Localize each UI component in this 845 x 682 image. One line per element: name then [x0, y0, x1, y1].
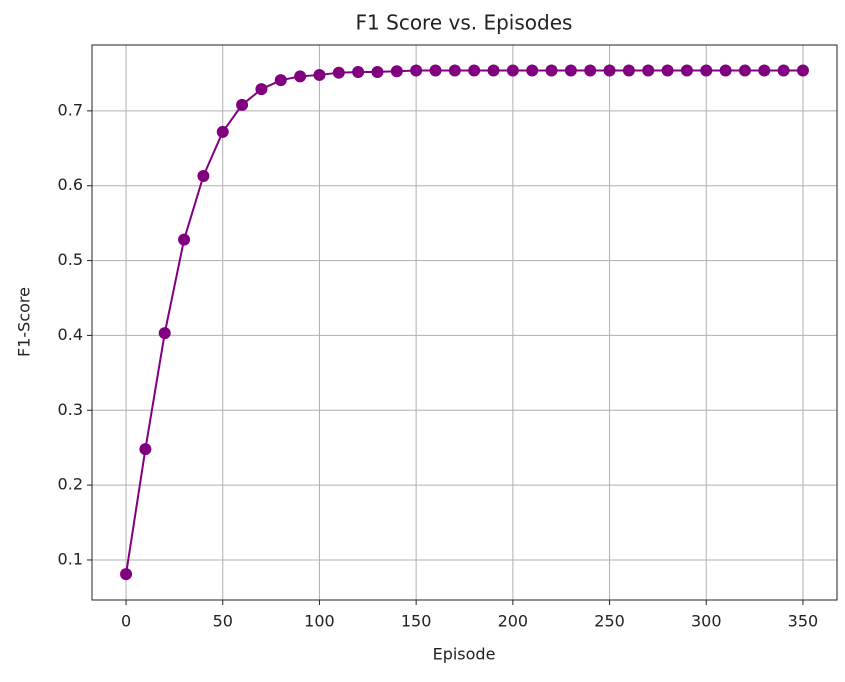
marker: [120, 568, 133, 581]
marker: [448, 64, 461, 77]
marker: [506, 64, 519, 77]
x-tick-label: 50: [213, 612, 233, 631]
marker: [236, 98, 249, 111]
marker: [410, 64, 423, 77]
marker: [584, 64, 597, 77]
marker: [274, 74, 287, 87]
line: [125, 69, 803, 575]
x-axis-label: Episode: [433, 645, 496, 664]
marker: [332, 66, 345, 79]
y-axis-label: F1-Score: [15, 287, 34, 357]
marker: [719, 64, 732, 77]
marker: [313, 68, 326, 81]
marker: [661, 64, 674, 77]
y-tick-label: 0.2: [58, 475, 83, 494]
marker: [622, 64, 635, 77]
marker: [352, 65, 365, 78]
marker: [738, 64, 751, 77]
marker: [294, 70, 307, 83]
x-tick-label: 150: [401, 612, 432, 631]
x-tick-label: 350: [788, 612, 819, 631]
marker: [680, 64, 693, 77]
marker: [603, 64, 616, 77]
marker: [255, 83, 268, 96]
y-tick-label: 0.5: [58, 250, 83, 269]
marker: [545, 64, 558, 77]
chart-title: F1 Score vs. Episodes: [356, 11, 573, 35]
marker: [777, 64, 790, 77]
marker: [758, 64, 771, 77]
marker: [429, 64, 442, 77]
marker: [158, 327, 171, 340]
marker: [139, 443, 152, 456]
marker: [487, 64, 500, 77]
marker: [700, 64, 713, 77]
y-tick-label: 0.7: [58, 100, 83, 119]
marker: [390, 65, 403, 78]
marker: [178, 233, 191, 246]
x-tick-label: 0: [121, 612, 131, 631]
marker: [371, 65, 384, 78]
marker: [197, 169, 210, 182]
y-tick-label: 0.3: [58, 400, 83, 419]
x-tick-label: 300: [691, 612, 722, 631]
marker: [468, 64, 481, 77]
y-tick-label: 0.1: [58, 549, 83, 568]
x-tick-label: 200: [498, 612, 529, 631]
marker: [564, 64, 577, 77]
y-tick-label: 0.6: [58, 175, 83, 194]
marker: [216, 125, 229, 138]
marker: [642, 64, 655, 77]
plot-frame: [91, 44, 838, 601]
x-tick-label: 250: [594, 612, 625, 631]
y-tick-label: 0.4: [58, 325, 83, 344]
marker: [796, 64, 809, 77]
x-tick-label: 100: [304, 612, 335, 631]
marker: [526, 64, 539, 77]
